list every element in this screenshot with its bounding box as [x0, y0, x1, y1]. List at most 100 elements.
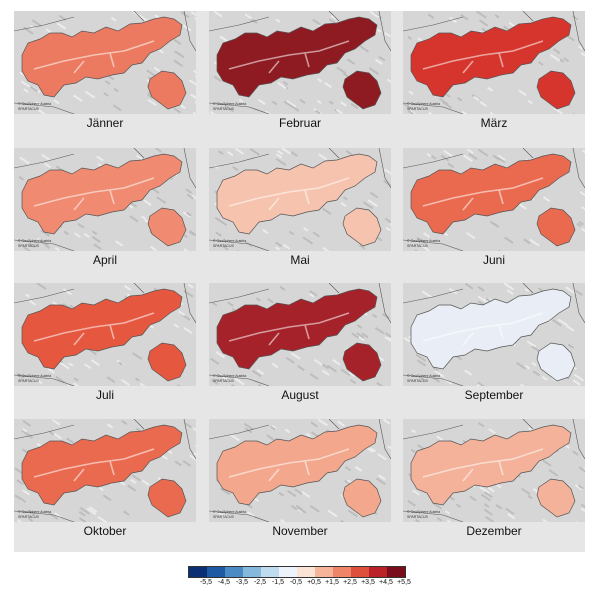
map-panel-11: © GeoSphere Austria SPARTACUS November: [209, 419, 391, 550]
credit-source: SPARTACUS: [407, 244, 428, 248]
month-label: Juli: [95, 388, 114, 402]
legend-swatch: [387, 567, 405, 577]
tyrol-east-region: [147, 70, 187, 110]
tyrol-east-region: [342, 342, 382, 382]
tyrol-north-region: [21, 288, 183, 370]
month-label: Februar: [278, 116, 322, 130]
month-label: August: [281, 388, 319, 402]
credit-text: © GeoSphere Austria: [213, 239, 246, 243]
legend-tick-label: +5,5: [397, 579, 411, 586]
tyrol-east-region: [147, 207, 187, 247]
relief-map: © GeoSphere Austria SPARTACUS: [209, 148, 391, 251]
credit-text: © GeoSphere Austria: [213, 374, 246, 378]
relief-map: © GeoSphere Austria SPARTACUS: [403, 11, 585, 114]
legend-swatch: [207, 567, 225, 577]
credit-text: © GeoSphere Austria: [18, 510, 51, 514]
tyrol-north-region: [216, 16, 378, 98]
tyrol-east-region: [536, 70, 576, 110]
legend-tick-label: -5,5: [199, 579, 213, 586]
credit-source: SPARTACUS: [18, 515, 39, 519]
map-panel-2: © GeoSphere Austria SPARTACUS Februar: [209, 11, 391, 142]
credit-text: © GeoSphere Austria: [18, 374, 51, 378]
month-label: November: [272, 524, 328, 538]
credit-source: SPARTACUS: [407, 515, 428, 519]
credit-text: © GeoSphere Austria: [407, 102, 440, 106]
tyrol-north-region: [21, 153, 183, 235]
map-panel-12: © GeoSphere Austria SPARTACUS Dezember: [403, 419, 585, 550]
credit-text: © GeoSphere Austria: [407, 374, 440, 378]
tyrol-north-region: [410, 153, 572, 235]
credit-source: SPARTACUS: [213, 244, 234, 248]
tyrol-north-region: [410, 288, 572, 370]
legend-tick-labels: -5,5 -4,5 -3,5 -2,5 -1,5 -0,5 +0,5 +1,5 +2,5 +3,5…: [188, 579, 412, 591]
legend-tick-label: +3,5: [361, 579, 375, 586]
legend-tick-label: -3,5: [235, 579, 249, 586]
map-panel-8: © GeoSphere Austria SPARTACUS August: [209, 283, 391, 414]
tyrol-east-region: [147, 342, 187, 382]
month-label: März: [480, 116, 508, 130]
tyrol-east-region: [147, 478, 187, 518]
credit-text: © GeoSphere Austria: [18, 239, 51, 243]
tyrol-north-region: [216, 424, 378, 506]
month-label: Juni: [482, 253, 505, 267]
map-panel-5: © GeoSphere Austria SPARTACUS Mai: [209, 148, 391, 279]
credit-source: SPARTACUS: [213, 515, 234, 519]
tyrol-north-region: [410, 424, 572, 506]
relief-map: © GeoSphere Austria SPARTACUS: [14, 419, 196, 522]
legend-tick-label: +1,5: [325, 579, 339, 586]
legend-swatch: [225, 567, 243, 577]
tyrol-east-region: [536, 478, 576, 518]
legend-swatch: [261, 567, 279, 577]
tyrol-east-region: [536, 207, 576, 247]
credit-source: SPARTACUS: [18, 107, 39, 111]
map-panel-10: © GeoSphere Austria SPARTACUS Oktober: [14, 419, 196, 550]
relief-map: © GeoSphere Austria SPARTACUS: [209, 283, 391, 386]
credit-text: © GeoSphere Austria: [407, 510, 440, 514]
legend-tick-label: -0,5: [289, 579, 303, 586]
legend-tick-label: +4,5: [379, 579, 393, 586]
credit-source: SPARTACUS: [213, 107, 234, 111]
month-label: April: [92, 253, 117, 267]
legend-swatch: [297, 567, 315, 577]
month-label: September: [464, 388, 524, 402]
legend-swatch: [243, 567, 261, 577]
relief-map: © GeoSphere Austria SPARTACUS: [209, 11, 391, 114]
map-panel-7: © GeoSphere Austria SPARTACUS Juli: [14, 283, 196, 414]
legend-swatch: [351, 567, 369, 577]
relief-map: © GeoSphere Austria SPARTACUS: [403, 148, 585, 251]
legend-swatch: [279, 567, 297, 577]
relief-map: © GeoSphere Austria SPARTACUS: [14, 148, 196, 251]
legend-tick-label: -1,5: [271, 579, 285, 586]
map-panel-4: © GeoSphere Austria SPARTACUS April: [14, 148, 196, 279]
month-label: Jänner: [86, 116, 124, 130]
tyrol-north-region: [21, 16, 183, 98]
legend-swatch: [369, 567, 387, 577]
relief-map: © GeoSphere Austria SPARTACUS: [403, 419, 585, 522]
legend-swatch: [315, 567, 333, 577]
month-label: Oktober: [83, 524, 127, 538]
tyrol-east-region: [342, 70, 382, 110]
credit-text: © GeoSphere Austria: [213, 510, 246, 514]
tyrol-east-region: [342, 478, 382, 518]
map-panel-9: © GeoSphere Austria SPARTACUS September: [403, 283, 585, 414]
credit-text: © GeoSphere Austria: [213, 102, 246, 106]
relief-map: © GeoSphere Austria SPARTACUS: [403, 283, 585, 386]
map-grid: © GeoSphere Austria SPARTACUS Jänner © GeoS…: [14, 11, 585, 552]
credit-source: SPARTACUS: [407, 379, 428, 383]
tyrol-north-region: [410, 16, 572, 98]
month-label: Dezember: [466, 524, 522, 538]
credit-source: SPARTACUS: [407, 107, 428, 111]
map-panel-1: © GeoSphere Austria SPARTACUS Jänner: [14, 11, 196, 142]
map-panel-3: © GeoSphere Austria SPARTACUS März: [403, 11, 585, 142]
color-legend: -5,5 -4,5 -3,5 -2,5 -1,5 -0,5 +0,5 +1,5 +2,5 +3,5…: [188, 566, 412, 592]
tyrol-east-region: [342, 207, 382, 247]
legend-tick-label: +2,5: [343, 579, 357, 586]
relief-map: © GeoSphere Austria SPARTACUS: [14, 283, 196, 386]
legend-swatches: [188, 566, 406, 578]
credit-source: SPARTACUS: [18, 244, 39, 248]
relief-map: © GeoSphere Austria SPARTACUS: [209, 419, 391, 522]
map-panel-6: © GeoSphere Austria SPARTACUS Juni: [403, 148, 585, 279]
credit-source: SPARTACUS: [18, 379, 39, 383]
tyrol-east-region: [536, 342, 576, 382]
tyrol-north-region: [21, 424, 183, 506]
